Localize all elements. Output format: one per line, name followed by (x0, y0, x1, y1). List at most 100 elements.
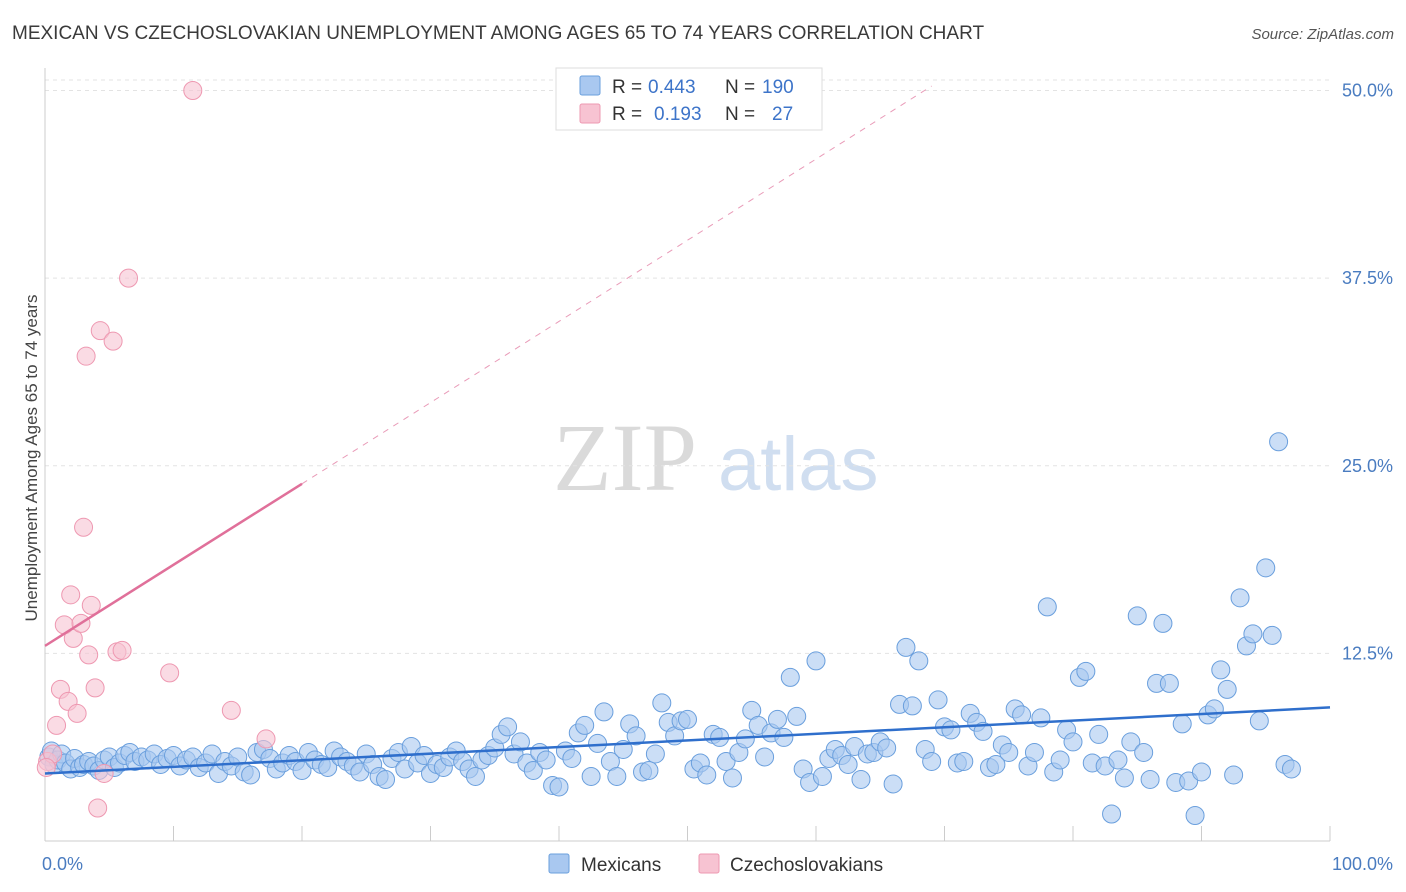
point-mexicans-157 (1012, 705, 1032, 725)
point-mexicans-122 (787, 706, 807, 726)
point-mexicans-153 (986, 754, 1006, 774)
point-mexicans-177 (1140, 769, 1160, 789)
point-mexicans-85 (549, 777, 569, 797)
legend-n-value-mexicans: 190 (762, 77, 794, 98)
watermark-atlas: atlas (718, 422, 879, 507)
point-mexicans-100 (645, 744, 665, 764)
point-mexicans-180 (1159, 673, 1179, 693)
point-mexicans-137 (883, 774, 903, 794)
point-mexicans-179 (1153, 613, 1173, 633)
point-mexicans-121 (780, 667, 800, 687)
point-czechoslovakians-14 (85, 678, 105, 698)
point-mexicans-197 (1269, 432, 1289, 452)
y-tick-label-2: 37.5% (1342, 268, 1393, 288)
point-mexicans-140 (902, 696, 922, 716)
point-czechoslovakians-17 (94, 763, 114, 783)
point-mexicans-163 (1050, 750, 1070, 770)
point-mexicans-87 (562, 748, 582, 768)
point-mexicans-77 (498, 717, 518, 737)
point-czechoslovakians-6 (61, 585, 81, 605)
x-tick-label-min: 0.0% (42, 854, 83, 874)
point-mexicans-175 (1127, 606, 1147, 626)
point-czechoslovakians-25 (256, 729, 276, 749)
y-tick-label-3: 50.0% (1342, 81, 1393, 101)
point-mexicans-89 (575, 715, 595, 735)
point-czechoslovakians-18 (103, 331, 123, 351)
point-mexicans-188 (1211, 660, 1231, 680)
legend-r-label-mexicans: R = (612, 77, 642, 98)
watermark-zip: ZIP (553, 404, 697, 511)
point-mexicans-92 (594, 702, 614, 722)
point-mexicans-182 (1172, 714, 1192, 734)
point-mexicans-139 (896, 637, 916, 657)
point-mexicans-184 (1185, 805, 1205, 825)
point-mexicans-125 (806, 651, 826, 671)
point-mexicans-79 (510, 732, 530, 752)
point-czechoslovakians-22 (160, 663, 180, 683)
point-mexicans-176 (1134, 742, 1154, 762)
legend-n-value-czechoslovakians: 27 (772, 104, 793, 125)
point-mexicans-194 (1249, 711, 1269, 731)
legend-swatch-mexicans (579, 75, 601, 96)
point-czechoslovakians-24 (221, 700, 241, 720)
point-czechoslovakians-2 (47, 715, 67, 735)
series-czechoslovakians (36, 81, 276, 818)
legend-n-label-czechoslovakians: N = (725, 104, 755, 125)
point-czechoslovakians-11 (76, 346, 96, 366)
chart-source: Source: ZipAtlas.com (1251, 26, 1394, 43)
point-mexicans-185 (1192, 762, 1211, 782)
point-mexicans-189 (1217, 679, 1237, 699)
point-mexicans-105 (678, 709, 697, 729)
point-mexicans-94 (607, 766, 627, 786)
point-czechoslovakians-10 (74, 517, 94, 537)
point-mexicans-141 (909, 651, 929, 671)
point-mexicans-72 (465, 766, 485, 786)
point-mexicans-37 (241, 765, 261, 785)
point-mexicans-101 (652, 693, 672, 713)
point-mexicans-119 (767, 709, 787, 729)
data-points (36, 81, 1301, 825)
point-mexicans-190 (1224, 765, 1244, 785)
point-mexicans-195 (1256, 558, 1276, 578)
point-mexicans-173 (1114, 768, 1134, 788)
point-mexicans-58 (376, 769, 396, 789)
point-mexicans-161 (1037, 597, 1057, 617)
point-mexicans-126 (812, 766, 832, 786)
point-mexicans-90 (581, 766, 601, 786)
point-mexicans-120 (774, 727, 794, 747)
point-czechoslovakians-13 (81, 595, 101, 615)
top-legend: R = 0.443 N = 190 R = 0.193 N = 27 (555, 67, 823, 131)
bottom-legend-label-mexicans: Mexicans (581, 855, 661, 876)
point-mexicans-155 (999, 742, 1019, 762)
point-mexicans-146 (941, 720, 961, 740)
point-mexicans-91 (588, 733, 608, 753)
x-tick-label-max: 100.0% (1332, 854, 1393, 874)
point-mexicans-112 (722, 768, 742, 788)
point-mexicans-167 (1076, 661, 1096, 681)
grid-lines (45, 79, 1330, 654)
point-czechoslovakians-20 (112, 640, 132, 660)
trend-line-czechoslovakians (44, 482, 303, 647)
point-mexicans-165 (1063, 732, 1083, 752)
point-mexicans-108 (697, 765, 717, 785)
point-mexicans-171 (1102, 804, 1122, 824)
point-mexicans-199 (1281, 759, 1301, 779)
point-mexicans-159 (1024, 742, 1044, 762)
bottom-legend: Mexicans Czechoslovakians (548, 853, 883, 876)
point-mexicans-117 (755, 747, 775, 767)
point-mexicans-143 (922, 751, 942, 771)
legend-r-value-mexicans: 0.443 (648, 77, 696, 98)
point-mexicans-172 (1108, 750, 1128, 770)
point-mexicans-151 (973, 721, 993, 741)
point-mexicans-160 (1031, 708, 1051, 728)
trend-lines (44, 85, 1331, 775)
y-axis-label: Unemployment Among Ages 65 to 74 years (22, 295, 41, 622)
point-czechoslovakians-12 (79, 645, 99, 665)
point-mexicans-99 (639, 760, 659, 780)
point-mexicans-136 (877, 738, 897, 758)
bottom-legend-swatch-czechoslovakians (698, 853, 720, 874)
legend-r-label-czechoslovakians: R = (612, 104, 642, 125)
y-tick-labels: 12.5% 25.0% 37.5% 50.0% (1342, 81, 1393, 664)
legend-swatch-czechoslovakians (579, 103, 601, 124)
